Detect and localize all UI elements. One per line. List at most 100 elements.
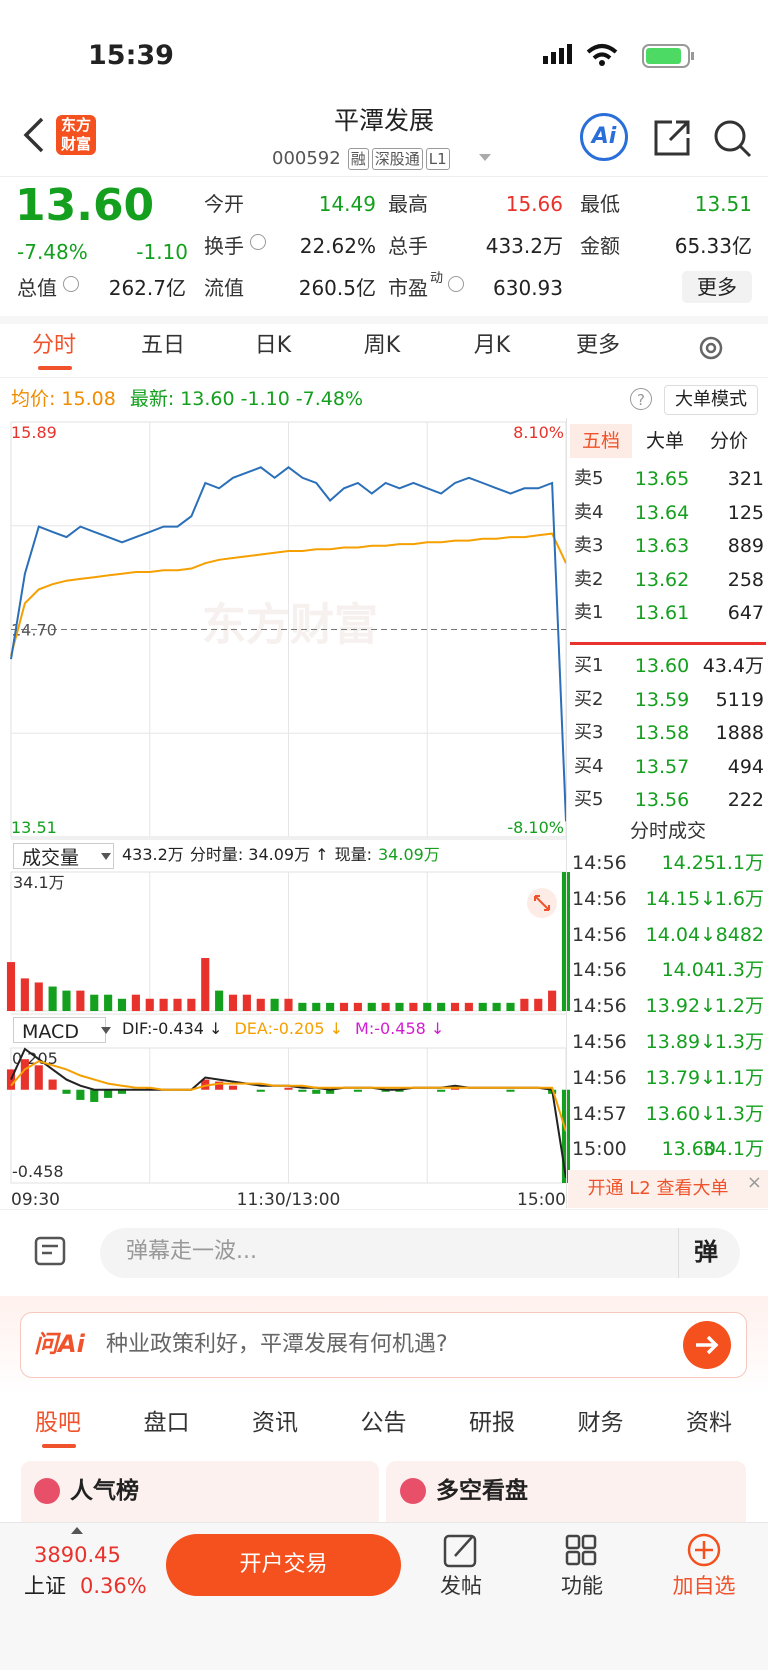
back-button[interactable] bbox=[20, 115, 50, 155]
book-label: 卖1 bbox=[574, 602, 604, 623]
volume-bar bbox=[520, 998, 529, 1011]
book-price: 13.61 bbox=[634, 602, 690, 624]
volume-bar bbox=[62, 990, 71, 1011]
book-price: 13.65 bbox=[634, 468, 690, 490]
macd-header: DIF:-0.434 ↓ DEA:-0.205 ↓ M:-0.458 ↓ bbox=[122, 1021, 444, 1037]
card-icon bbox=[400, 1478, 426, 1504]
tab[interactable]: 分时 bbox=[31, 333, 76, 358]
macd-bar bbox=[298, 1089, 307, 1092]
trade-time: 14:56 bbox=[572, 959, 627, 982]
book-tab[interactable]: 大单 bbox=[645, 430, 684, 452]
stat-label: 最低 bbox=[580, 192, 620, 216]
price-max: 15.89 bbox=[11, 423, 57, 442]
ai-button[interactable]: Ai bbox=[580, 113, 628, 161]
macd-bar bbox=[326, 1089, 335, 1094]
action[interactable]: 加自选 bbox=[672, 1574, 736, 1598]
trade-time: 14:56 bbox=[572, 923, 627, 946]
action[interactable]: 发帖 bbox=[440, 1574, 482, 1598]
trade-vol: 1.3万 bbox=[714, 959, 764, 982]
tab[interactable]: 月K bbox=[473, 333, 511, 358]
book-label: 卖2 bbox=[574, 568, 604, 590]
volume-bar bbox=[450, 1002, 460, 1011]
section-tab[interactable]: 财务 bbox=[577, 1410, 624, 1436]
stat-label: 总值 bbox=[17, 276, 57, 300]
volume-bar bbox=[104, 994, 113, 1011]
tab[interactable]: 周K bbox=[363, 333, 401, 358]
close-icon: × bbox=[746, 1172, 762, 1193]
tab[interactable]: 五日 bbox=[140, 333, 185, 358]
tab[interactable]: 更多 bbox=[575, 333, 620, 358]
price-mid: 14.70 bbox=[11, 621, 57, 640]
macd-selector: MACD bbox=[13, 1017, 106, 1043]
stat-value: 22.62% bbox=[299, 234, 376, 258]
more-button[interactable]: 更多 bbox=[682, 271, 752, 303]
book-tab-bg bbox=[570, 424, 632, 458]
settings-icon[interactable] bbox=[696, 333, 726, 363]
tab[interactable]: 日K bbox=[254, 333, 292, 358]
avg-line bbox=[10, 532, 567, 656]
avg-label: 均价: bbox=[11, 388, 56, 410]
book-tab[interactable]: 五档 bbox=[581, 430, 620, 452]
trade-price: 14.25 bbox=[661, 852, 716, 874]
macd-bar bbox=[312, 1089, 321, 1094]
card-title: 多空看盘 bbox=[436, 1478, 528, 1504]
list-icon[interactable] bbox=[30, 1232, 70, 1272]
volume-bar bbox=[76, 990, 85, 1011]
trade-button[interactable]: 开户交易 bbox=[166, 1534, 401, 1596]
dropdown[interactable] bbox=[478, 152, 492, 162]
ask-go[interactable] bbox=[682, 1320, 732, 1370]
tag: 深股通 bbox=[371, 148, 423, 170]
trade-time: 14:56 bbox=[572, 995, 627, 1018]
volume-bar bbox=[339, 1002, 349, 1011]
change: -1.10 bbox=[136, 240, 188, 264]
book-price: 13.62 bbox=[634, 568, 690, 591]
section-tab[interactable]: 公告 bbox=[360, 1410, 407, 1436]
macd-bar bbox=[20, 1059, 29, 1090]
ask-box[interactable] bbox=[20, 1312, 747, 1378]
macd-bar bbox=[215, 1081, 224, 1090]
book-price: 13.57 bbox=[634, 755, 690, 778]
stat-label: 流值 bbox=[204, 276, 244, 300]
book-price: 13.58 bbox=[634, 722, 690, 744]
stock-code: 000592 bbox=[272, 148, 341, 169]
section-tab[interactable]: 研报 bbox=[469, 1410, 515, 1436]
stat-value: 630.93 bbox=[493, 276, 563, 300]
price-min: 13.51 bbox=[11, 818, 57, 837]
book-tab[interactable]: 分价 bbox=[709, 430, 748, 452]
order-book: 五档 大单 分价 卖5 13.65 321 卖4 13.64 125 卖3 13.63 889 卖2 13… bbox=[568, 418, 768, 1208]
macd-bar bbox=[437, 1089, 446, 1092]
card[interactable] bbox=[21, 1461, 379, 1531]
tag: 融 bbox=[347, 148, 369, 170]
macd-bar bbox=[395, 1089, 404, 1092]
card[interactable] bbox=[386, 1461, 746, 1531]
macd-bar bbox=[506, 1089, 515, 1092]
volume-bar bbox=[312, 1002, 321, 1011]
section-tab[interactable]: 资讯 bbox=[252, 1410, 298, 1436]
volume-bar bbox=[548, 990, 557, 1011]
change-pct: -7.48% bbox=[295, 388, 364, 410]
pct-max: 8.10% bbox=[513, 423, 564, 442]
section-tab[interactable]: 股吧 bbox=[35, 1410, 81, 1436]
trade-price: 13.79↓ bbox=[645, 1066, 716, 1089]
book-border bbox=[566, 418, 567, 1208]
macd-bar bbox=[256, 1089, 265, 1092]
volume-bar bbox=[381, 1002, 390, 1011]
action[interactable]: 功能 bbox=[561, 1574, 603, 1598]
divider bbox=[0, 316, 768, 324]
mode-button[interactable]: 大单模式 bbox=[664, 385, 758, 415]
trade-vol: 1.3万 bbox=[714, 1102, 764, 1125]
l2-text[interactable]: 开通 L2 查看大单 bbox=[587, 1178, 729, 1199]
stat-label: 金额 bbox=[580, 234, 620, 258]
volume-bar bbox=[187, 998, 196, 1011]
trade-vol: 8482 bbox=[715, 923, 764, 946]
section-tab[interactable]: 盘口 bbox=[143, 1410, 190, 1436]
help-icon[interactable]: ? bbox=[630, 388, 652, 410]
trade-time: 14:56 bbox=[572, 852, 627, 874]
comment-input[interactable] bbox=[100, 1228, 740, 1278]
m-label: M:-0.458 ↓ bbox=[355, 1019, 445, 1038]
section-tab[interactable]: 资料 bbox=[686, 1410, 732, 1436]
danmu-button[interactable]: 弹 bbox=[694, 1238, 718, 1266]
volume-bar bbox=[506, 1002, 515, 1011]
index-name: 上证 bbox=[24, 1574, 66, 1598]
ask-brand: 问Ai bbox=[34, 1330, 85, 1358]
